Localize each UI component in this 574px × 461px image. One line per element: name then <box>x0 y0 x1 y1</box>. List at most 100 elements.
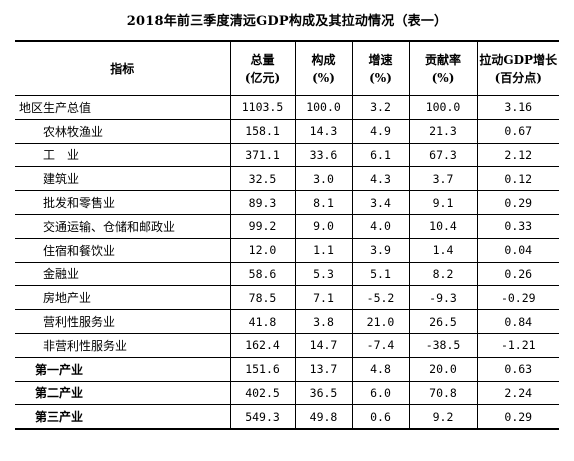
table-row: 非营利性服务业 162.4 14.7 -7.4 -38.5 -1.21 <box>15 333 559 358</box>
cell-share: 7.1 <box>294 285 352 311</box>
cell-growth: 21.0 <box>351 309 409 334</box>
header-pull-unit: (百分点) <box>494 70 542 85</box>
table-row: 第三产业 549.3 49.8 0.6 9.2 0.29 <box>15 404 559 431</box>
cell-growth: 6.0 <box>351 381 409 406</box>
cell-contribution: 67.3 <box>408 143 477 168</box>
table-row: 住宿和餐饮业 12.0 1.1 3.9 1.4 0.04 <box>15 238 559 263</box>
cell-growth: 4.8 <box>351 357 409 382</box>
row-name: 金融业 <box>15 262 230 287</box>
cell-contribution: 21.3 <box>408 119 477 144</box>
cell-contribution: 26.5 <box>408 309 477 334</box>
row-name: 第三产业 <box>15 404 230 431</box>
row-name: 非营利性服务业 <box>15 333 230 358</box>
header-share-label: 构成 <box>311 52 336 67</box>
cell-total: 371.1 <box>229 143 295 168</box>
cell-total: 41.8 <box>229 309 295 334</box>
cell-pull: -1.21 <box>476 333 559 358</box>
header-total: 总量 (亿元) <box>229 40 295 96</box>
cell-share: 9.0 <box>294 214 352 239</box>
table-row: 金融业 58.6 5.3 5.1 8.2 0.26 <box>15 262 559 287</box>
header-pull: 拉动GDP增长 (百分点) <box>476 40 559 96</box>
cell-growth: 3.9 <box>351 238 409 263</box>
cell-pull: -0.29 <box>476 285 559 311</box>
header-share-unit: (%) <box>312 70 335 85</box>
cell-growth: 3.2 <box>351 95 409 120</box>
header-pull-label: 拉动GDP增长 <box>479 52 558 67</box>
table-title: 2018年前三季度清远GDP构成及其拉动情况（表一） <box>126 14 448 29</box>
table-body: 地区生产总值 1103.5 100.0 3.2 100.0 3.16 农林牧渔业… <box>15 95 559 431</box>
row-name: 第一产业 <box>15 357 230 382</box>
cell-total: 158.1 <box>229 119 295 144</box>
header-growth-unit: (%) <box>369 70 392 85</box>
table-row: 批发和零售业 89.3 8.1 3.4 9.1 0.29 <box>15 190 559 215</box>
row-name: 第二产业 <box>15 381 230 406</box>
cell-share: 8.1 <box>294 190 352 215</box>
cell-contribution: 1.4 <box>408 238 477 263</box>
cell-total: 89.3 <box>229 190 295 215</box>
cell-share: 36.5 <box>294 381 352 406</box>
header-row: 指标 总量 (亿元) 构成 (%) 增速 (%) 贡献率 (%) 拉动GDP增长… <box>15 40 559 96</box>
cell-total: 58.6 <box>229 262 295 287</box>
cell-contribution: 70.8 <box>408 381 477 406</box>
cell-growth: 6.1 <box>351 143 409 168</box>
cell-share: 14.3 <box>294 119 352 144</box>
row-name: 房地产业 <box>15 285 230 311</box>
gdp-table: 指标 总量 (亿元) 构成 (%) 增速 (%) 贡献率 (%) 拉动GDP增长… <box>15 40 559 431</box>
cell-share: 33.6 <box>294 143 352 168</box>
cell-share: 13.7 <box>294 357 352 382</box>
header-indicator: 指标 <box>15 40 230 96</box>
table-row: 第一产业 151.6 13.7 4.8 20.0 0.63 <box>15 357 559 382</box>
cell-growth: 5.1 <box>351 262 409 287</box>
cell-contribution: 8.2 <box>408 262 477 287</box>
cell-total: 1103.5 <box>229 95 295 120</box>
header-total-unit: (亿元) <box>244 70 281 85</box>
table-header: 指标 总量 (亿元) 构成 (%) 增速 (%) 贡献率 (%) 拉动GDP增长… <box>15 40 559 96</box>
cell-share: 5.3 <box>294 262 352 287</box>
cell-total: 549.3 <box>229 404 295 431</box>
cell-total: 99.2 <box>229 214 295 239</box>
cell-contribution: 20.0 <box>408 357 477 382</box>
cell-total: 32.5 <box>229 166 295 192</box>
header-contribution: 贡献率 (%) <box>408 40 477 96</box>
cell-share: 3.0 <box>294 166 352 192</box>
cell-growth: 0.6 <box>351 404 409 431</box>
cell-share: 3.8 <box>294 309 352 334</box>
cell-contribution: 100.0 <box>408 95 477 120</box>
cell-pull: 0.12 <box>476 166 559 192</box>
table-row: 交通运输、仓储和邮政业 99.2 9.0 4.0 10.4 0.33 <box>15 214 559 239</box>
cell-contribution: 3.7 <box>408 166 477 192</box>
table-row: 农林牧渔业 158.1 14.3 4.9 21.3 0.67 <box>15 119 559 144</box>
cell-contribution: -38.5 <box>408 333 477 358</box>
cell-growth: 4.0 <box>351 214 409 239</box>
cell-growth: -5.2 <box>351 285 409 311</box>
header-growth: 增速 (%) <box>351 40 409 96</box>
row-name: 住宿和餐饮业 <box>15 238 230 263</box>
cell-pull: 0.63 <box>476 357 559 382</box>
header-contribution-label: 贡献率 <box>424 52 461 67</box>
cell-total: 78.5 <box>229 285 295 311</box>
cell-growth: 3.4 <box>351 190 409 215</box>
cell-contribution: 9.2 <box>408 404 477 431</box>
cell-pull: 0.33 <box>476 214 559 239</box>
row-name: 工 业 <box>15 143 230 168</box>
cell-growth: 4.9 <box>351 119 409 144</box>
header-growth-label: 增速 <box>368 52 393 67</box>
table-row: 房地产业 78.5 7.1 -5.2 -9.3 -0.29 <box>15 285 559 311</box>
row-name: 地区生产总值 <box>15 95 230 120</box>
cell-growth: -7.4 <box>351 333 409 358</box>
cell-total: 162.4 <box>229 333 295 358</box>
row-name: 建筑业 <box>15 166 230 192</box>
row-name: 农林牧渔业 <box>15 119 230 144</box>
cell-share: 14.7 <box>294 333 352 358</box>
cell-contribution: -9.3 <box>408 285 477 311</box>
table-row: 第二产业 402.5 36.5 6.0 70.8 2.24 <box>15 381 559 406</box>
cell-pull: 0.26 <box>476 262 559 287</box>
cell-contribution: 9.1 <box>408 190 477 215</box>
cell-pull: 0.84 <box>476 309 559 334</box>
cell-contribution: 10.4 <box>408 214 477 239</box>
cell-pull: 0.29 <box>476 404 559 431</box>
cell-pull: 0.04 <box>476 238 559 263</box>
header-share: 构成 (%) <box>294 40 352 96</box>
table-row: 建筑业 32.5 3.0 4.3 3.7 0.12 <box>15 166 559 192</box>
header-total-label: 总量 <box>250 52 275 67</box>
